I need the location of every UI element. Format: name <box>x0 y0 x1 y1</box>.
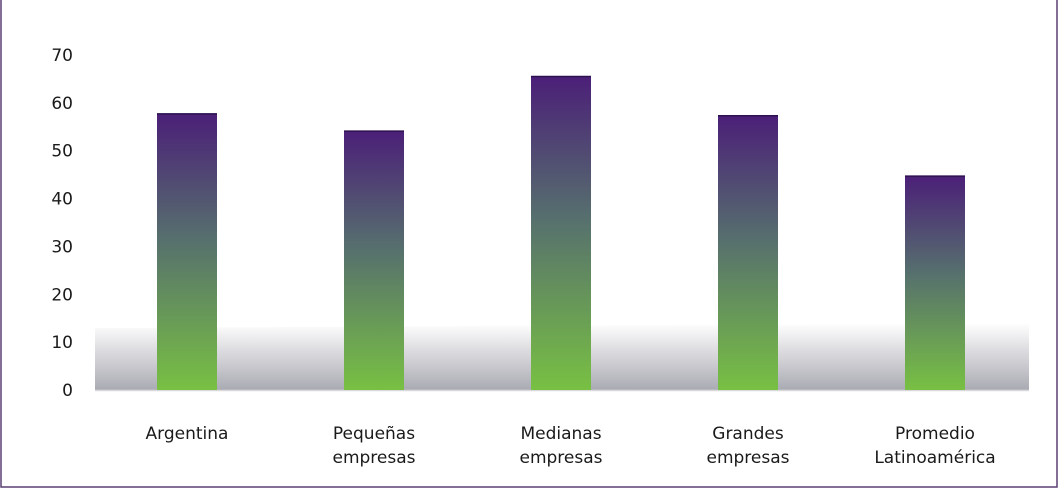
bar <box>344 130 404 390</box>
x-tick-label-line: Argentina <box>146 424 229 444</box>
x-tick-label: Argentina <box>146 424 229 444</box>
x-tick-label-line: empresas <box>706 448 789 468</box>
bar <box>905 175 965 390</box>
x-tick-label-line: Promedio <box>895 424 975 444</box>
x-tick-label-line: Pequeñas <box>333 424 415 444</box>
y-axis-ticks: 0 10 20 30 40 50 60 70 <box>51 46 73 401</box>
y-tick-label: 70 <box>51 46 73 66</box>
y-tick-label: 60 <box>51 94 73 114</box>
y-tick-label: 50 <box>51 142 73 162</box>
x-tick-label-line: Medianas <box>520 424 601 444</box>
y-tick-label: 40 <box>51 190 73 210</box>
x-axis-ticks: Argentina Pequeñas empresas Medianas empresa… <box>146 424 996 468</box>
y-tick-label: 20 <box>51 285 73 305</box>
y-tick-label: 30 <box>51 237 73 257</box>
x-tick-label: Grandes empresas <box>706 424 789 468</box>
bar <box>531 76 591 391</box>
x-tick-label: Promedio Latinoamérica <box>874 424 995 468</box>
x-tick-label: Pequeñas empresas <box>332 424 415 468</box>
bars <box>157 75 965 391</box>
x-tick-label-line: empresas <box>519 448 602 468</box>
bar <box>718 115 778 391</box>
bar <box>157 113 217 390</box>
y-tick-label: 0 <box>62 381 73 401</box>
x-tick-label-line: empresas <box>332 448 415 468</box>
y-tick-label: 10 <box>51 333 73 353</box>
x-tick-label: Medianas empresas <box>519 424 602 468</box>
x-tick-label-line: Latinoamérica <box>874 448 995 468</box>
x-tick-label-line: Grandes <box>712 424 784 444</box>
